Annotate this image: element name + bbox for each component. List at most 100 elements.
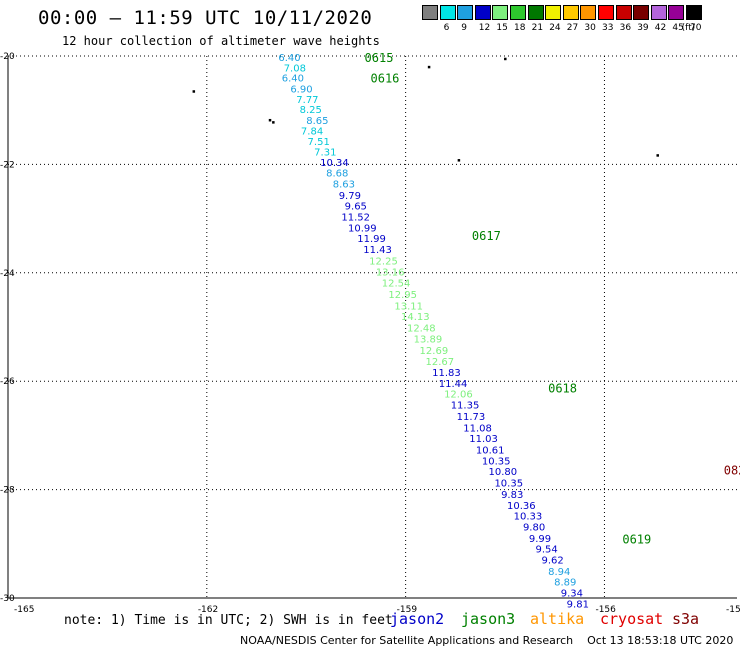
wave-height-label: 8.89 [554, 578, 576, 589]
legend-label: 39 [637, 23, 649, 33]
wave-height-label: 8.94 [548, 567, 570, 578]
page-title: 00:00 — 11:59 UTC 10/11/2020 [38, 7, 373, 29]
footer-note: note: 1) Time is in UTC; 2) SWH is in fe… [64, 613, 393, 628]
lon-tick-label: -156 [595, 605, 616, 615]
pass-time-label: 0615 [365, 51, 394, 65]
wave-height-label: 6.90 [290, 85, 312, 96]
island-marker [504, 57, 507, 61]
legend-label: 18 [514, 23, 526, 33]
credit-timestamp: Oct 13 18:53:18 UTC 2020 [587, 634, 734, 647]
island-marker [192, 90, 196, 93]
legend-swatch [633, 5, 650, 20]
lon-tick-label: -162 [198, 605, 218, 615]
wave-height-label: 9.81 [567, 599, 589, 610]
wave-height-label: 12.69 [420, 346, 449, 357]
wave-height-label: 7.77 [296, 95, 318, 106]
legend-swatch [474, 5, 491, 20]
wave-height-label: 11.52 [341, 212, 370, 223]
wave-height-label: 8.68 [326, 169, 348, 180]
lon-tick-label: -154 [726, 605, 740, 615]
lat-tick-label: -24 [0, 269, 15, 279]
page-subtitle: 12 hour collection of altimeter wave hei… [62, 34, 380, 48]
wave-height-label: 9.79 [339, 191, 361, 202]
wave-height-label: 12.67 [426, 357, 455, 368]
credit-text: NOAA/NESDIS Center for Satellite Applica… [240, 634, 574, 647]
wave-height-label: 12.54 [382, 279, 411, 290]
legend-label: 36 [619, 23, 632, 33]
legend-label: 15 [496, 23, 508, 33]
wave-height-label: 6.40 [282, 74, 304, 85]
island-marker [656, 154, 659, 157]
wave-height-label: 11.44 [439, 379, 468, 390]
satellite-name: s3a [672, 610, 700, 628]
legend-label: 9 [461, 23, 467, 33]
legend-label: 70 [690, 23, 702, 33]
wave-height-label: 11.83 [432, 368, 461, 379]
footer-credit: NOAA/NESDIS Center for Satellite Applica… [240, 634, 733, 647]
wave-height-label: 10.99 [348, 223, 377, 234]
satellite-name: cryosat [600, 610, 664, 628]
satellite-name: jason2 [390, 610, 445, 628]
pass-time-label: 0616 [371, 72, 400, 86]
wave-height-label: 8.63 [333, 179, 355, 190]
wave-height-label: 11.43 [363, 245, 392, 256]
lat-tick-label: -20 [0, 52, 15, 62]
island-marker [427, 65, 431, 69]
wave-height-label: 7.31 [314, 147, 336, 158]
legend-label: 24 [549, 23, 561, 33]
legend-swatch [527, 5, 544, 20]
wave-height-label: 10.80 [488, 467, 517, 478]
wave-height-label: 11.08 [463, 423, 492, 434]
wave-height-label: 10.35 [482, 456, 511, 467]
lat-tick-label: -22 [0, 160, 15, 170]
legend-label: 6 [443, 23, 450, 33]
wave-height-label: 7.51 [308, 137, 330, 148]
wave-height-label: 8.65 [306, 116, 328, 127]
wave-height-label: 9.62 [541, 556, 563, 567]
wave-height-label: 13.11 [394, 301, 423, 312]
legend-label: 45 [672, 23, 684, 33]
wave-height-label: 10.36 [507, 501, 536, 512]
legend-label: 12 [478, 23, 491, 33]
wave-height-label: 9.34 [561, 589, 583, 600]
satellite-name: jason3 [461, 610, 516, 628]
wave-height-label: 13.89 [414, 334, 443, 345]
wave-height-label: 10.61 [476, 445, 505, 456]
lon-tick-label: -159 [397, 605, 418, 615]
wave-height-label: 10.35 [494, 479, 523, 490]
legend-swatch [668, 5, 685, 20]
wave-height-label: 12.25 [369, 256, 398, 267]
legend-swatch [598, 5, 614, 20]
wave-height-label: 7.08 [284, 63, 306, 74]
pass-time-label: 0619 [622, 532, 651, 546]
wave-height-label: 9.80 [523, 522, 545, 533]
legend-swatch [562, 5, 579, 20]
legend-swatch [650, 5, 667, 20]
wave-height-label: 11.03 [469, 434, 498, 445]
legend-label: 30 [584, 23, 596, 33]
legend-swatch [615, 5, 632, 20]
legend-swatch [545, 5, 562, 20]
wave-height-label: 11.35 [451, 401, 480, 412]
legend-swatch [492, 5, 509, 20]
wave-height-label: 11.99 [357, 234, 386, 245]
legend-label: 42 [654, 23, 667, 33]
lon-tick-label: -165 [14, 605, 34, 615]
legend-label: 33 [602, 23, 614, 33]
legend-swatch [510, 5, 526, 20]
wave-height-label: 7.84 [301, 126, 323, 137]
lat-tick-label: -28 [0, 486, 15, 496]
legend-swatch [686, 5, 702, 20]
wave-height-label: 12.06 [444, 390, 473, 401]
pass-time-label: 0821 [724, 464, 740, 478]
legend-swatch [422, 5, 438, 20]
pass-time-label: 0618 [548, 382, 577, 396]
legend-swatch [439, 5, 456, 20]
wave-height-label: 10.33 [514, 512, 543, 523]
wave-height-label: 14.13 [401, 312, 430, 323]
legend-swatch [580, 5, 597, 20]
pass-time-label: 0617 [472, 229, 501, 243]
wave-height-label: 6.40 [278, 53, 300, 64]
island-marker [457, 159, 461, 162]
